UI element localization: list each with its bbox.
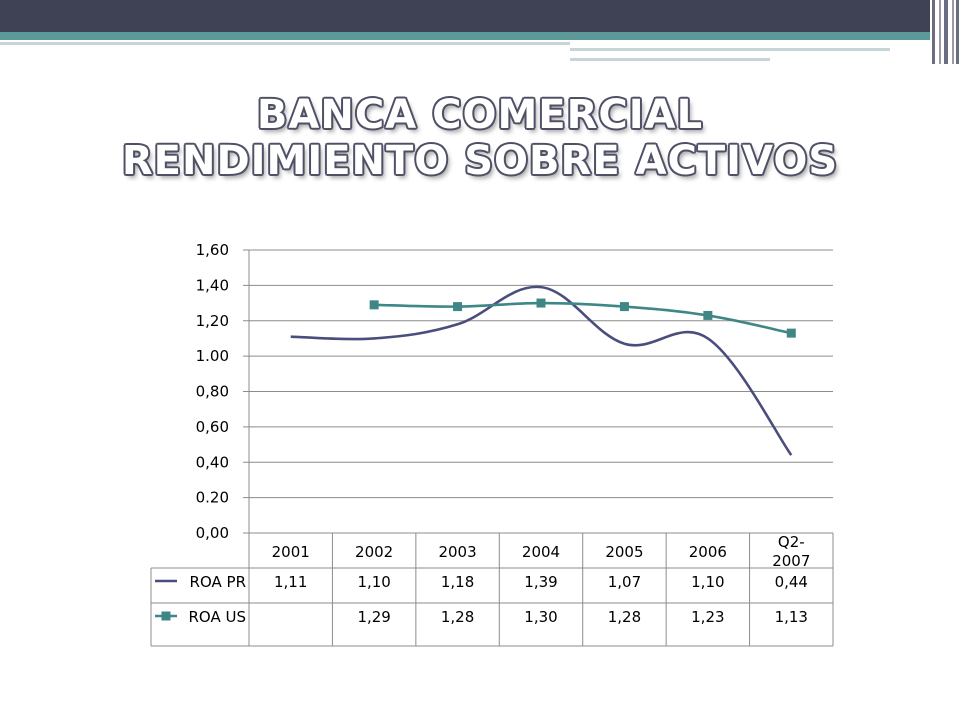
data-point-roa-us [536,298,546,308]
y-tick-label: 1,40 [196,276,229,294]
data-label-roa-pr: 1,10 [691,573,724,591]
data-label-roa-pr: 1,07 [608,573,641,591]
x-category-label: 2002 [355,543,393,561]
y-tick-label: 1.00 [196,347,229,365]
y-tick-label: 0,60 [196,418,229,436]
y-tick-label: 1,20 [196,312,229,330]
data-point-roa-us [786,328,796,338]
x-category-label: 2003 [438,543,476,561]
y-tick-label: 0,80 [196,383,229,401]
data-label-roa-us: 1,28 [608,608,641,626]
x-category-label: 2005 [605,543,643,561]
series-line-roa-pr [290,285,793,456]
header-accent-line-1 [0,42,570,45]
header-teal-bar [0,32,930,40]
header-right-stripes [930,0,960,64]
legend-label-roa-us: ROA US [189,608,247,626]
x-category-label: Q2- [778,533,805,551]
data-label-roa-pr: 1,11 [274,573,307,591]
header-accent-line-3 [570,58,770,61]
x-category-label: 2004 [522,543,560,561]
data-label-roa-us: 1,28 [441,608,474,626]
series-line-roa-us [374,301,792,335]
y-tick-label: 0.20 [196,489,229,507]
x-category-label: 2001 [272,543,310,561]
data-label-roa-pr: 0,44 [775,573,808,591]
x-category-label: 2007 [772,552,810,570]
legend-label-roa-pr: ROA PR [190,573,246,591]
data-point-roa-us [453,302,463,312]
header-dark-bar [0,0,930,32]
data-label-roa-pr: 1,10 [357,573,390,591]
slide-title-line1: BANCA COMERCIAL [256,92,704,138]
data-label-roa-us: 1,29 [357,608,390,626]
y-tick-label: 0,00 [196,524,229,542]
x-category-label: 2006 [689,543,727,561]
data-point-roa-us [369,300,379,310]
data-label-roa-us: 1,13 [775,608,808,626]
legend-marker-roa-us [161,611,171,621]
data-label-roa-pr: 1,39 [524,573,557,591]
header-accent-line-2 [570,48,890,51]
y-tick-label: 1,60 [196,241,229,259]
data-label-roa-pr: 1,18 [441,573,474,591]
slide-title: BANCA COMERCIAL RENDIMIENTO SOBRE ACTIVO… [0,92,960,184]
slide-title-line2: RENDIMIENTO SOBRE ACTIVOS [121,138,839,184]
data-label-roa-us: 1,30 [524,608,557,626]
data-label-roa-us: 1,23 [691,608,724,626]
data-point-roa-us [703,310,713,320]
data-point-roa-us [619,302,629,312]
y-tick-label: 0,40 [196,453,229,471]
